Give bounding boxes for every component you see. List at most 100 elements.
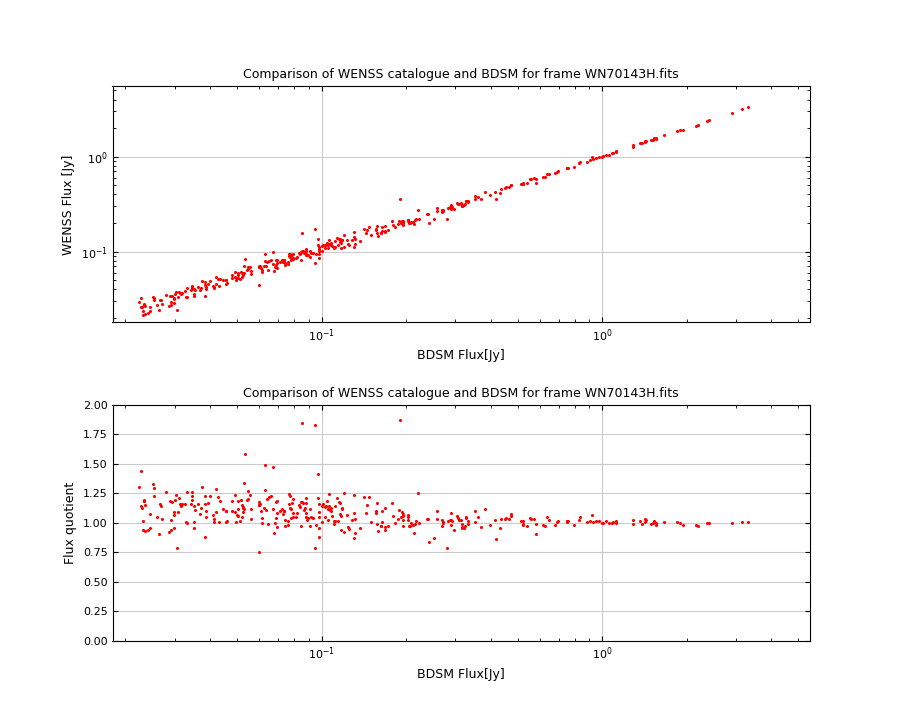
Point	[347, 527, 362, 539]
Point	[143, 301, 157, 312]
Point	[184, 282, 199, 294]
Point	[523, 512, 537, 523]
Point	[187, 284, 202, 296]
Point	[240, 261, 255, 272]
Point	[293, 246, 308, 258]
Point	[168, 494, 183, 505]
Point	[315, 240, 329, 252]
Point	[327, 242, 341, 253]
Point	[670, 125, 684, 137]
Point	[741, 102, 755, 113]
Point	[198, 283, 212, 294]
Point	[164, 524, 178, 536]
Point	[308, 223, 322, 235]
Point	[333, 508, 347, 520]
Point	[458, 195, 473, 207]
Point	[143, 508, 157, 519]
Point	[134, 500, 148, 511]
Point	[392, 194, 407, 205]
Point	[292, 248, 307, 260]
Point	[357, 491, 372, 503]
Point	[311, 248, 326, 260]
Point	[194, 276, 209, 287]
Point	[323, 504, 338, 516]
Point	[435, 204, 449, 216]
Point	[457, 523, 472, 534]
Point	[369, 224, 383, 235]
Point	[328, 516, 342, 527]
Point	[137, 495, 151, 507]
Point	[194, 482, 209, 493]
Point	[322, 234, 337, 246]
Point	[283, 251, 297, 263]
Point	[609, 516, 624, 527]
Point	[444, 520, 458, 531]
Point	[458, 199, 473, 210]
Point	[278, 257, 293, 269]
Point	[334, 524, 348, 536]
Point	[386, 510, 400, 522]
Point	[178, 286, 193, 297]
Point	[516, 519, 530, 531]
Point	[169, 305, 184, 316]
Point	[408, 527, 422, 539]
Point	[299, 249, 313, 261]
Point	[233, 273, 248, 284]
Point	[295, 246, 310, 257]
Point	[292, 248, 306, 259]
Point	[267, 527, 282, 539]
Point	[536, 519, 551, 531]
Point	[361, 491, 375, 503]
Point	[198, 512, 212, 523]
Point	[392, 218, 406, 230]
Point	[328, 500, 342, 511]
Point	[626, 518, 641, 530]
Point	[385, 215, 400, 227]
Point	[147, 490, 161, 502]
Point	[212, 495, 227, 507]
Point	[318, 511, 332, 523]
Point	[282, 251, 296, 262]
Point	[258, 248, 273, 260]
Point	[374, 225, 389, 237]
Point	[649, 520, 663, 531]
Point	[493, 187, 508, 199]
Point	[162, 526, 176, 538]
Point	[392, 415, 407, 426]
Point	[198, 279, 212, 291]
Point	[198, 490, 212, 501]
Point	[138, 300, 152, 312]
Point	[236, 269, 250, 280]
Point	[540, 168, 554, 179]
Point	[360, 499, 374, 510]
Point	[244, 265, 258, 276]
Point	[274, 255, 289, 266]
Point	[178, 498, 193, 509]
Point	[412, 213, 427, 225]
Point	[451, 198, 465, 210]
Point	[257, 260, 272, 271]
Point	[561, 516, 575, 527]
Point	[255, 266, 269, 278]
Point	[392, 504, 406, 516]
Point	[542, 168, 556, 179]
Point	[285, 252, 300, 264]
Point	[395, 514, 410, 526]
Point	[187, 522, 202, 534]
Point	[281, 258, 295, 269]
Point	[193, 508, 207, 520]
Point	[328, 235, 342, 247]
Point	[468, 505, 482, 516]
Point	[269, 495, 284, 507]
Point	[673, 125, 688, 136]
Point	[201, 278, 215, 289]
Point	[289, 252, 303, 264]
Point	[296, 498, 310, 509]
Point	[454, 200, 469, 212]
Point	[635, 518, 650, 530]
Point	[454, 521, 469, 533]
Point	[374, 516, 389, 528]
Point	[154, 294, 168, 306]
Point	[220, 516, 234, 527]
Point	[673, 518, 688, 529]
